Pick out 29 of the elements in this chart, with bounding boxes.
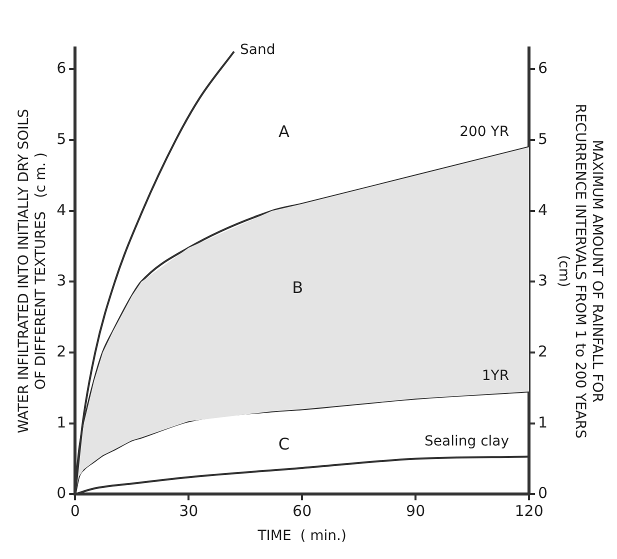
y-tick-label: 0 — [56, 484, 66, 502]
y-tick-label: 3 — [56, 272, 66, 290]
y2-tick-label: 3 — [538, 272, 548, 290]
y2-axis-title: MAXIMUM AMOUNT OF RAINFALL FOR RECURRENCE INTERVALS FROM 1 to 200 YEARS (cm) — [555, 104, 605, 439]
annotation: B — [292, 278, 304, 298]
y-tick-label: 5 — [56, 130, 66, 148]
y2-tick-label: 5 — [538, 130, 548, 148]
y-tick-label: 2 — [56, 342, 66, 360]
x-tick-label: 120 — [514, 502, 544, 520]
series-label: 200 YR — [460, 124, 510, 140]
x-tick-label: 30 — [179, 502, 198, 520]
y2-tick-label: 2 — [538, 342, 548, 360]
annotation: A — [278, 122, 290, 141]
x-tick-label: 0 — [70, 502, 80, 520]
series-label: 1YR — [482, 368, 510, 384]
annotation: C — [278, 434, 290, 454]
y2-tick-label: 6 — [538, 59, 548, 78]
y2-tick-label: 4 — [538, 200, 548, 219]
y-axis-title: WATER INFILTRATED INTO INITIALLY DRY SOILS OF DIFFERENT TEXTURES (c m. ) — [16, 108, 49, 434]
x-tick-label: 90 — [406, 502, 426, 520]
y2-tick-label: 1 — [538, 413, 548, 432]
series-label: Sand — [240, 42, 276, 58]
y-tick-label: 4 — [56, 200, 66, 219]
y-tick-label: 6 — [56, 59, 66, 78]
x-axis-title: TIME ( min.) — [256, 528, 346, 544]
y2-tick-label: 0 — [538, 484, 548, 502]
y-tick-label: 1 — [56, 413, 66, 432]
series-label: Sealing clay — [424, 433, 510, 450]
x-tick-label: 60 — [292, 502, 312, 520]
